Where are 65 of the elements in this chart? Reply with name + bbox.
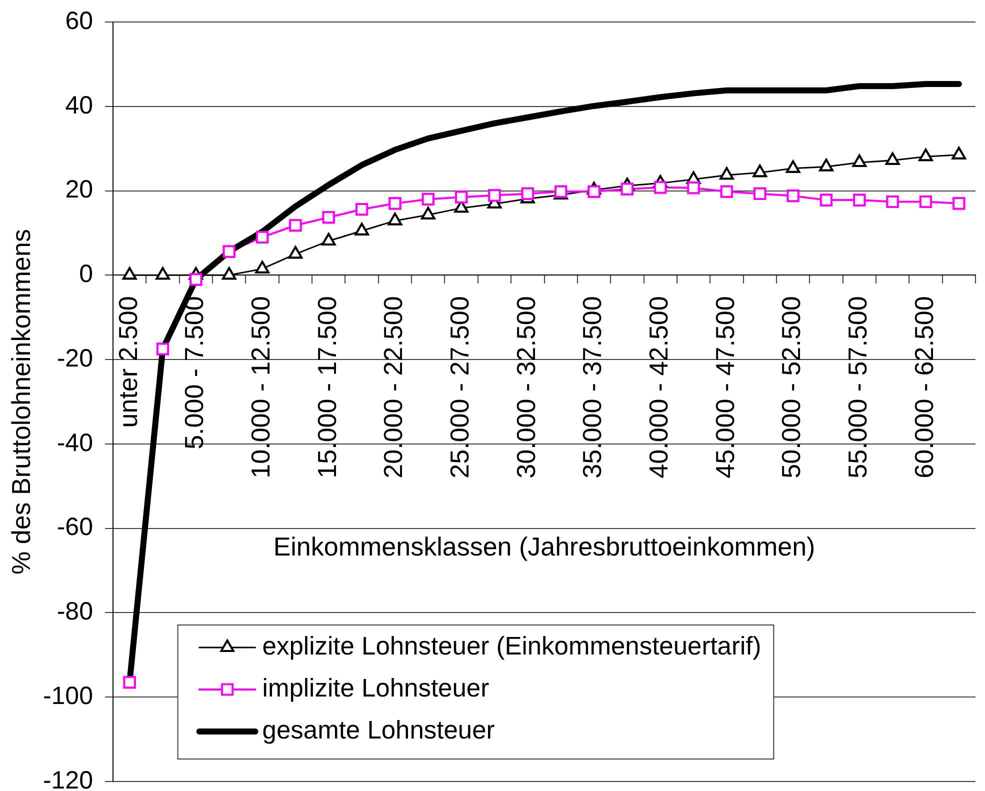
y-tick-label: 60 xyxy=(65,6,93,35)
legend-label: gesamte Lohnsteuer xyxy=(262,716,496,745)
x-tick-label: 20.000 - 22.500 xyxy=(378,296,408,478)
x-tick-label: 35.000 - 37.500 xyxy=(577,296,608,478)
y-tick-label: 20 xyxy=(65,176,93,204)
point xyxy=(919,195,932,208)
x-tick-label: 15.000 - 17.500 xyxy=(312,296,342,478)
x-tick-label: 40.000 - 42.500 xyxy=(644,296,674,478)
point xyxy=(819,158,834,172)
y-tick-label: 0 xyxy=(79,260,93,288)
point xyxy=(122,267,137,280)
point xyxy=(786,160,800,173)
x-tick-label: 30.000 - 32.500 xyxy=(510,296,541,478)
point xyxy=(222,267,236,280)
point xyxy=(588,185,600,198)
point xyxy=(754,187,766,200)
x-tick-label: 60.000 - 62.500 xyxy=(908,296,939,478)
point xyxy=(322,211,335,224)
point xyxy=(918,148,933,162)
point xyxy=(853,194,866,206)
point xyxy=(852,154,866,168)
point xyxy=(720,167,734,180)
point xyxy=(820,194,833,206)
point xyxy=(620,182,634,196)
point xyxy=(256,230,269,244)
x-tick-label: 45.000 - 47.500 xyxy=(710,296,740,478)
point xyxy=(289,219,302,232)
y-tick-label: 40 xyxy=(65,91,93,120)
point xyxy=(952,146,966,160)
point xyxy=(786,190,800,202)
point xyxy=(952,197,966,210)
point xyxy=(355,203,368,216)
point xyxy=(488,189,501,202)
point xyxy=(720,185,734,198)
x-tick-label: 10.000 - 12.500 xyxy=(245,296,276,478)
point xyxy=(255,260,270,274)
x-tick-label: 25.000 - 27.500 xyxy=(444,296,474,478)
legend-label: explizite Lohnsteuer (Einkommensteuertarif) xyxy=(262,632,762,661)
point xyxy=(752,164,767,178)
y-tick-label: -40 xyxy=(56,428,93,457)
x-tick-label: 55.000 - 57.500 xyxy=(842,296,873,478)
y-tick-label: -80 xyxy=(56,598,93,626)
x-axis-title: Einkommensklassen (Jahresbruttoeinkommen) xyxy=(273,531,816,562)
legend-label: implizite Lohnsteuer xyxy=(262,674,490,703)
point xyxy=(156,267,170,280)
x-tick-label: unter 2.500 xyxy=(112,296,143,428)
point xyxy=(886,152,900,165)
point xyxy=(886,195,899,208)
y-tick-label: -20 xyxy=(56,344,93,372)
point xyxy=(388,197,402,210)
point xyxy=(421,206,436,220)
point xyxy=(455,190,468,204)
point xyxy=(687,182,700,194)
point xyxy=(354,222,369,236)
point xyxy=(288,246,303,259)
point xyxy=(422,192,434,206)
y-tick-label: -120 xyxy=(42,766,93,791)
point xyxy=(388,212,402,226)
y-tick-label: -100 xyxy=(42,682,93,710)
x-tick-label: 50.000 - 52.500 xyxy=(776,296,806,478)
y-tick-label: -60 xyxy=(56,513,93,542)
y-axis-title: % des Bruttolohneinkommens xyxy=(6,229,36,574)
point xyxy=(521,187,534,200)
point xyxy=(654,181,667,194)
point xyxy=(322,232,336,246)
